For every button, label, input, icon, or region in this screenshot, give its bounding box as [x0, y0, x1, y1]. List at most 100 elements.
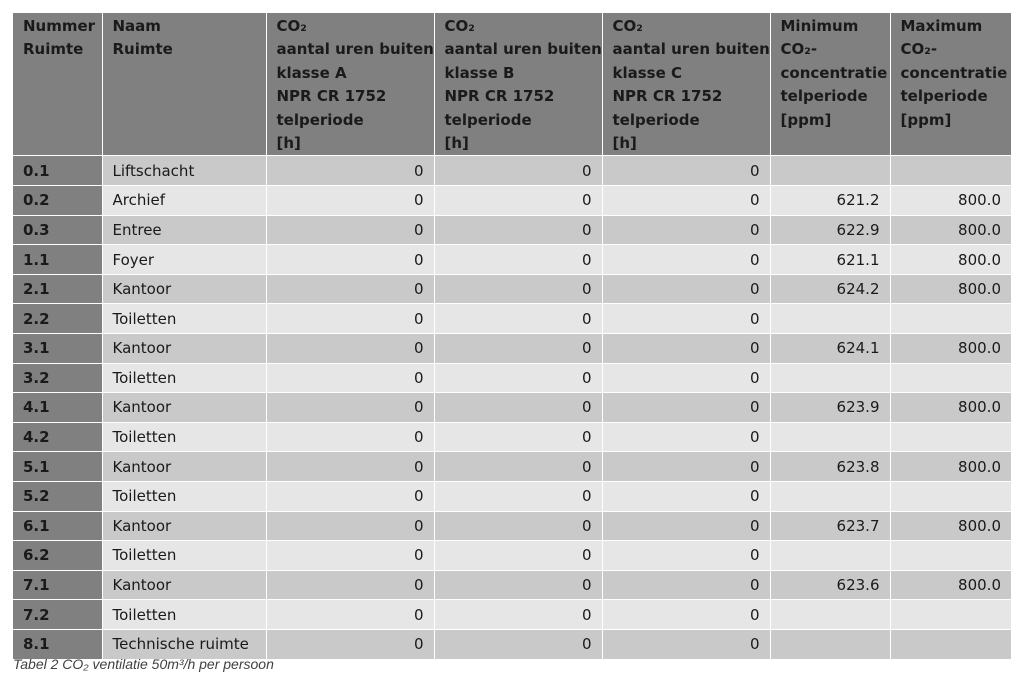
value-cell: 0 — [266, 599, 435, 630]
column-header-line: CO₂- — [900, 40, 938, 59]
column-header: Naam Ruimte — [102, 13, 267, 156]
value-cell: 0 — [266, 392, 435, 423]
value-cell: 0 — [602, 392, 771, 423]
column-header-line: Naam — [112, 17, 161, 35]
column-header: Nummer Ruimte — [13, 13, 103, 156]
value-cell — [890, 303, 1011, 334]
value-cell: 623.6 — [770, 569, 891, 600]
room-number-cell: 5.2 — [13, 480, 103, 512]
value-cell: 0 — [602, 273, 771, 304]
value-cell: 0 — [434, 392, 603, 423]
value-cell: 800.0 — [890, 185, 1011, 216]
room-number-cell: 0.3 — [13, 214, 103, 245]
value-cell — [890, 155, 1011, 186]
column-header-line: klasse C — [612, 63, 683, 82]
value-cell: 0 — [602, 333, 771, 364]
room-name-cell: Kantoor — [102, 569, 267, 600]
room-name-cell: Technische ruimte — [102, 628, 267, 659]
value-cell: 0 — [434, 480, 603, 512]
room-name-cell: Archief — [102, 185, 267, 216]
value-cell: 0 — [266, 540, 435, 571]
column-header-line: telperiode — [900, 87, 988, 106]
value-cell: 0 — [434, 362, 603, 393]
room-name-cell: Toiletten — [102, 362, 267, 393]
value-cell: 800.0 — [890, 214, 1011, 245]
value-cell — [770, 155, 891, 186]
column-header-line: NPR CR 1752 — [444, 87, 555, 106]
room-number-cell: 3.1 — [13, 333, 103, 364]
value-cell: 0 — [602, 244, 771, 275]
column-header-line: telperiode — [780, 87, 868, 106]
value-cell: 0 — [602, 451, 771, 482]
table-row: 6.2 Toiletten 0 0 0 — [13, 540, 1011, 571]
value-cell: 0 — [434, 451, 603, 482]
value-cell: 0 — [434, 421, 603, 452]
column-header: CO₂ aantal uren buiten klasse B NPR CR 1752… — [434, 13, 603, 156]
value-cell: 0 — [266, 628, 435, 659]
table-row: 7.1 Kantoor 0 0 0 623.6 800.0 — [13, 569, 1011, 600]
table-row: 2.2 Toiletten 0 0 0 — [13, 303, 1011, 334]
value-cell: 0 — [434, 569, 603, 600]
table-row: 1.1 Foyer 0 0 0 621.1 800.0 — [13, 244, 1011, 275]
room-name-cell: Liftschacht — [102, 155, 267, 186]
value-cell: 0 — [602, 303, 771, 334]
value-cell: 624.1 — [770, 333, 891, 364]
value-cell: 0 — [602, 480, 771, 512]
room-name-cell: Foyer — [102, 244, 267, 275]
room-number-cell: 7.2 — [13, 599, 103, 630]
column-header-line: [h] — [276, 134, 301, 153]
room-number-cell: 3.2 — [13, 362, 103, 393]
room-number-cell: 4.2 — [13, 421, 103, 452]
table-row: 5.1 Kantoor 0 0 0 623.8 800.0 — [13, 451, 1011, 482]
room-name-cell: Kantoor — [102, 510, 267, 541]
room-name-cell: Kantoor — [102, 451, 267, 482]
room-name-cell: Toiletten — [102, 540, 267, 571]
value-cell: 0 — [266, 155, 435, 186]
column-header-line: Minimum — [780, 17, 859, 35]
value-cell: 624.2 — [770, 273, 891, 304]
column-header-line: [ppm] — [780, 110, 832, 129]
column-header-line: CO₂ — [444, 17, 475, 35]
value-cell: 0 — [434, 540, 603, 571]
column-header: Maximum CO₂- concentratie telperiode [ppm] — [890, 13, 1011, 156]
value-cell: 0 — [434, 303, 603, 334]
value-cell: 623.7 — [770, 510, 891, 541]
value-cell — [890, 421, 1011, 452]
value-cell: 0 — [602, 362, 771, 393]
table-row: 0.1 Liftschacht 0 0 0 — [13, 155, 1011, 186]
value-cell: 0 — [434, 273, 603, 304]
room-name-cell: Kantoor — [102, 273, 267, 304]
column-header-line: aantal uren buiten — [276, 40, 434, 59]
value-cell: 0 — [266, 303, 435, 334]
value-cell — [890, 540, 1011, 571]
table-row: 3.2 Toiletten 0 0 0 — [13, 362, 1011, 393]
value-cell: 0 — [266, 510, 435, 541]
column-header: CO₂ aantal uren buiten klasse C NPR CR 1752… — [602, 13, 771, 156]
value-cell: 0 — [434, 155, 603, 186]
value-cell: 0 — [266, 480, 435, 512]
column-header-line: Ruimte — [23, 40, 84, 59]
column-header-line: CO₂ — [612, 17, 643, 35]
table-row: 4.2 Toiletten 0 0 0 — [13, 421, 1011, 452]
value-cell: 0 — [434, 628, 603, 659]
table-row: 8.1 Technische ruimte 0 0 0 — [13, 628, 1011, 659]
value-cell: 0 — [266, 362, 435, 393]
column-header-line: aantal uren buiten — [612, 40, 770, 59]
room-number-cell: 7.1 — [13, 569, 103, 600]
value-cell — [770, 599, 891, 630]
co2-table-container: Nummer Ruimte Naam Ruimte CO₂ aantal uren bui… — [13, 13, 1011, 659]
column-header-line: telperiode — [276, 110, 364, 129]
value-cell: 0 — [266, 451, 435, 482]
value-cell: 800.0 — [890, 451, 1011, 482]
value-cell: 0 — [266, 273, 435, 304]
column-header-line: CO₂- — [780, 40, 818, 59]
value-cell: 800.0 — [890, 244, 1011, 275]
table-caption: Tabel 2 CO₂ ventilatie 50m³/h per persoo… — [13, 656, 274, 672]
room-name-cell: Toiletten — [102, 599, 267, 630]
value-cell: 0 — [602, 185, 771, 216]
value-cell: 0 — [434, 244, 603, 275]
value-cell — [770, 540, 891, 571]
value-cell: 0 — [266, 214, 435, 245]
value-cell: 0 — [434, 185, 603, 216]
value-cell: 0 — [602, 155, 771, 186]
